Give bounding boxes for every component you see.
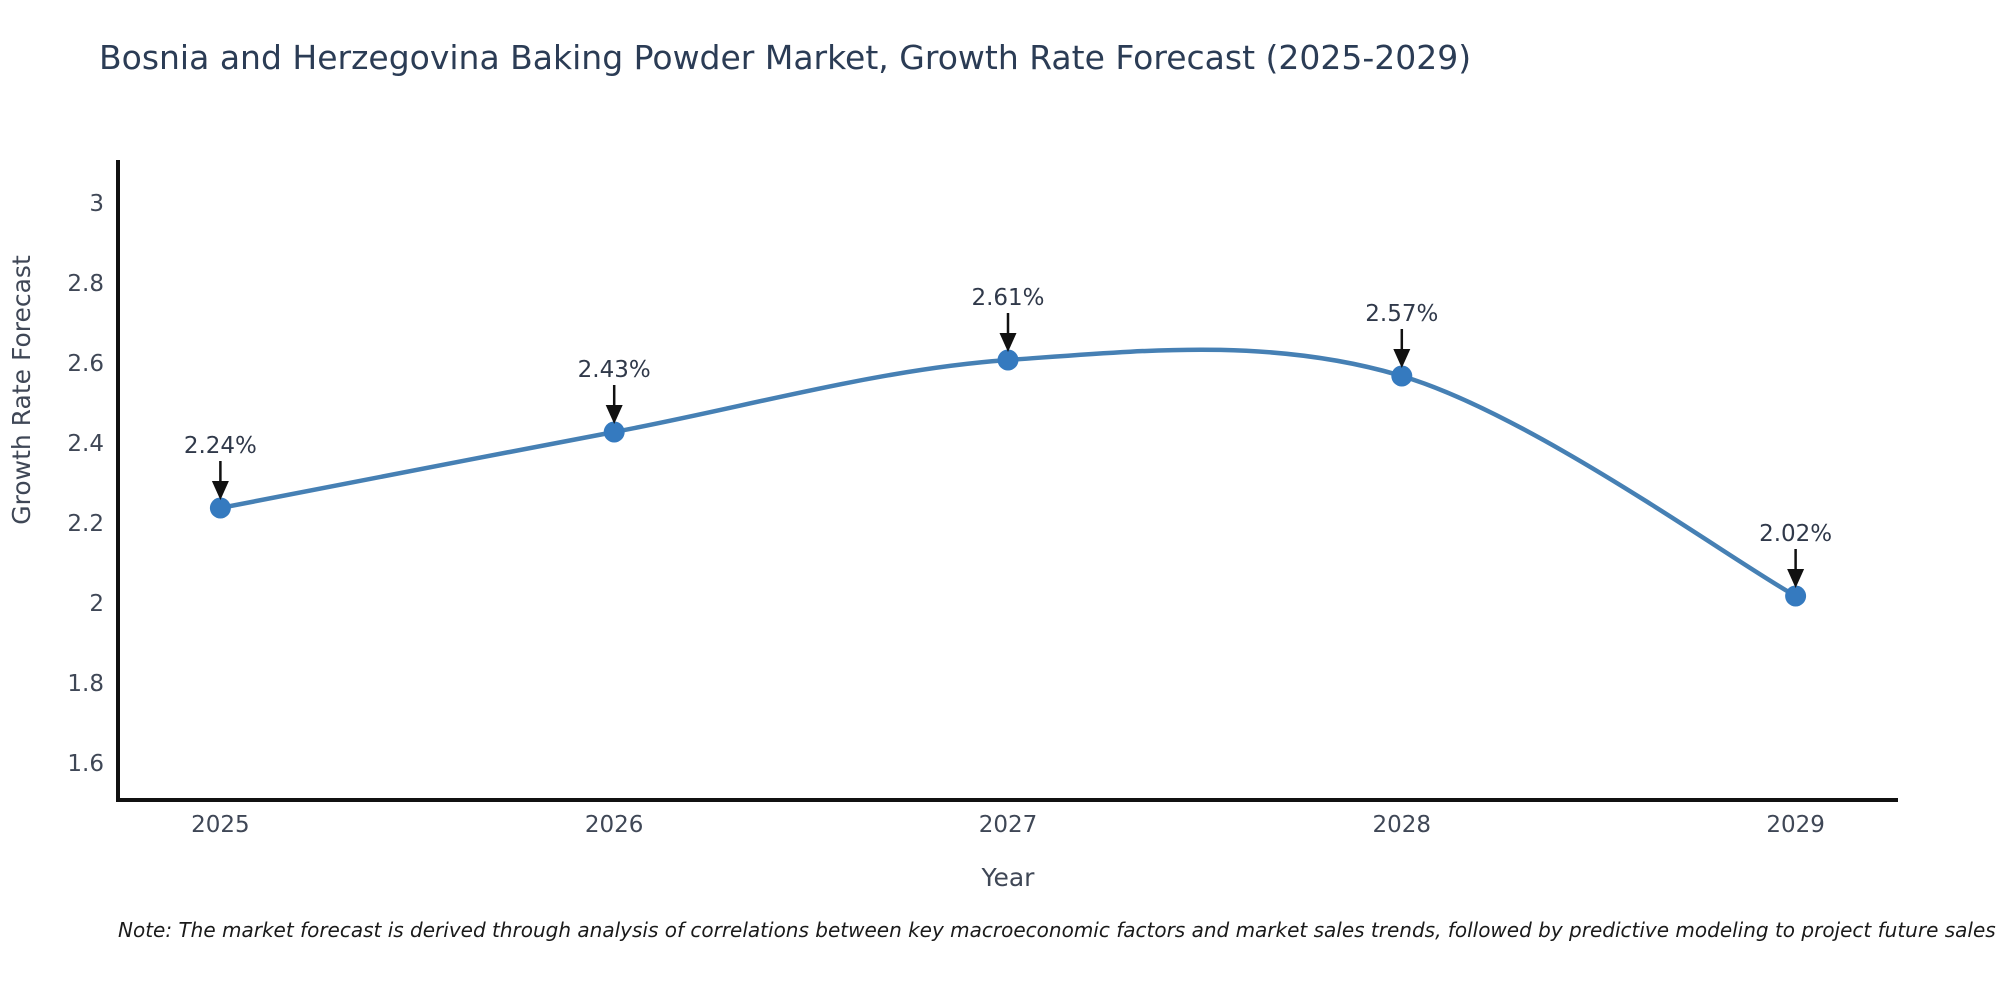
annotation-label: 2.61% <box>971 285 1044 311</box>
data-point <box>1391 365 1413 387</box>
annotation: 2.43% <box>578 357 651 424</box>
data-point <box>1785 585 1807 607</box>
y-tick-label: 2.6 <box>67 351 104 377</box>
annotation-arrow-head <box>605 405 623 424</box>
annotation-label: 2.24% <box>184 433 257 459</box>
y-tick-label: 1.6 <box>67 751 104 777</box>
annotation: 2.61% <box>971 285 1045 352</box>
annotation-arrow-head <box>1787 569 1805 588</box>
y-tick-label: 2.8 <box>67 271 104 297</box>
y-tick-label: 2.4 <box>67 431 104 457</box>
annotation-arrow-head <box>999 333 1017 352</box>
annotation-label: 2.57% <box>1365 301 1438 327</box>
x-tick-label: 2028 <box>1373 812 1432 838</box>
annotation-label: 2.02% <box>1759 521 1832 547</box>
y-axis-title: Growth Rate Forecast <box>7 255 36 525</box>
point-annotations: 2.24% 2.43% 2.61% 2.57% 2.02% <box>184 285 1832 588</box>
annotation: 2.02% <box>1759 521 1832 588</box>
y-tick-label: 2 <box>89 591 104 617</box>
data-point <box>997 349 1019 371</box>
annotation: 2.57% <box>1365 301 1438 368</box>
axis-lines <box>116 160 1898 802</box>
x-tick-label: 2029 <box>1766 812 1825 838</box>
footnote: Note: The market forecast is derived thr… <box>118 918 1996 942</box>
chart-title: Bosnia and Herzegovina Baking Powder Mar… <box>99 38 1472 77</box>
annotation-arrow-head <box>211 481 229 500</box>
data-point <box>209 497 231 519</box>
x-tick-label: 2025 <box>191 812 250 838</box>
annotation-arrow-head <box>1393 349 1411 368</box>
x-axis-tick-labels: 2025 2026 2027 2028 2029 <box>191 812 1825 838</box>
y-axis-tick-labels: 3 2.8 2.6 2.4 2.2 2 1.8 1.6 <box>67 191 104 777</box>
x-tick-label: 2027 <box>979 812 1038 838</box>
annotation-label: 2.43% <box>578 357 651 383</box>
data-point-markers <box>209 349 1807 607</box>
y-tick-label: 2.2 <box>67 511 104 537</box>
data-point <box>603 421 625 443</box>
x-tick-label: 2026 <box>585 812 644 838</box>
y-tick-label: 3 <box>89 191 104 217</box>
series-line <box>219 347 1797 598</box>
y-tick-label: 1.8 <box>67 671 104 697</box>
x-axis-title: Year <box>981 863 1036 892</box>
annotation: 2.24% <box>184 433 257 500</box>
